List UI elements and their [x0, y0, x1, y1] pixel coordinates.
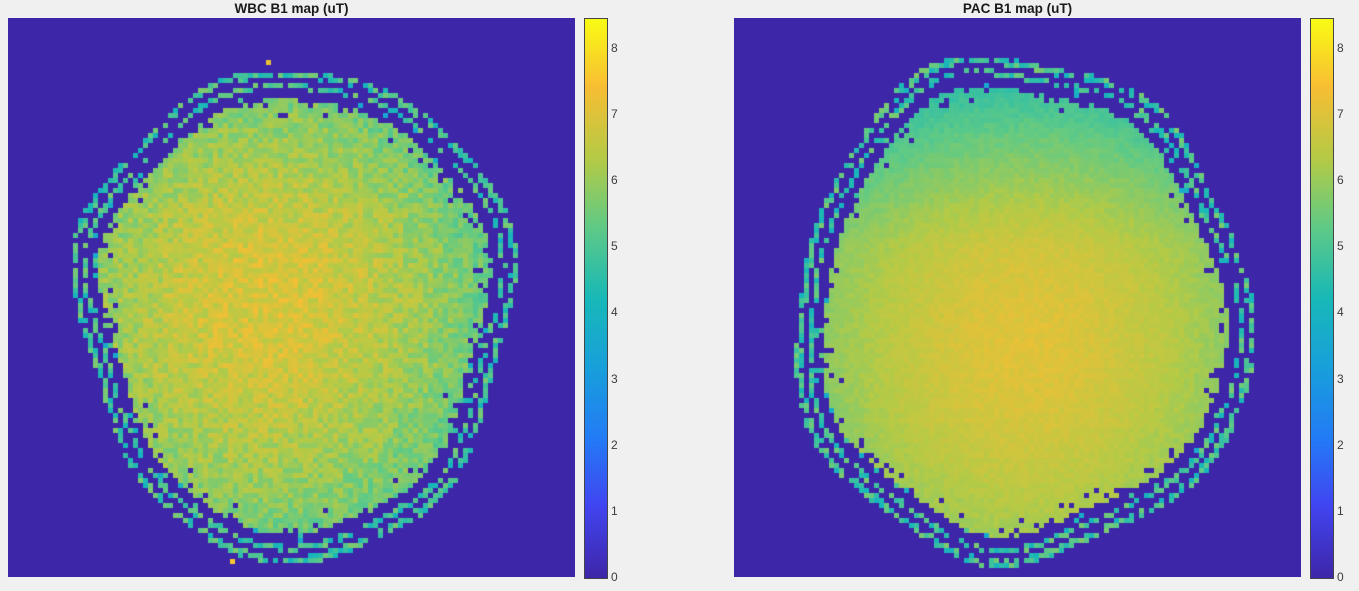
colorbar-tick-label: 3 — [1337, 371, 1344, 386]
colorbar-tick-label: 1 — [611, 503, 618, 518]
colorbar-tick-label: 7 — [611, 106, 618, 121]
colorbar-tick-label: 1 — [1337, 503, 1344, 518]
colorbar-tick-label: 0 — [1337, 570, 1344, 584]
colorbar-tick-label: 3 — [611, 371, 618, 386]
wbc-heatmap-canvas — [8, 18, 575, 577]
wbc-title: WBC B1 map (uT) — [234, 1, 349, 16]
colorbar-tick-label: 7 — [1337, 106, 1344, 121]
colorbar-tick-label: 4 — [1337, 305, 1344, 320]
pac-heatmap-canvas — [734, 18, 1301, 577]
wbc-colorbar — [584, 18, 608, 579]
colorbar-tick-label: 8 — [611, 40, 618, 55]
colorbar-tick-label: 4 — [611, 305, 618, 320]
colorbar-tick-label: 6 — [1337, 173, 1344, 188]
pac-colorbar — [1310, 18, 1334, 579]
colorbar-tick-label: 6 — [611, 173, 618, 188]
colorbar-tick-label: 2 — [611, 437, 618, 452]
colorbar-tick-label: 2 — [1337, 437, 1344, 452]
wbc-colorbar-ticks: 0 1 2 3 4 5 6 7 8 — [611, 18, 637, 584]
colorbar-tick-label: 0 — [611, 570, 618, 584]
colorbar-tick-label: 5 — [1337, 239, 1344, 254]
pac-colorbar-ticks: 0 1 2 3 4 5 6 7 8 — [1337, 18, 1359, 584]
pac-title: PAC B1 map (uT) — [962, 1, 1073, 16]
colorbar-tick-label: 5 — [611, 239, 618, 254]
colorbar-tick-label: 8 — [1337, 40, 1344, 55]
